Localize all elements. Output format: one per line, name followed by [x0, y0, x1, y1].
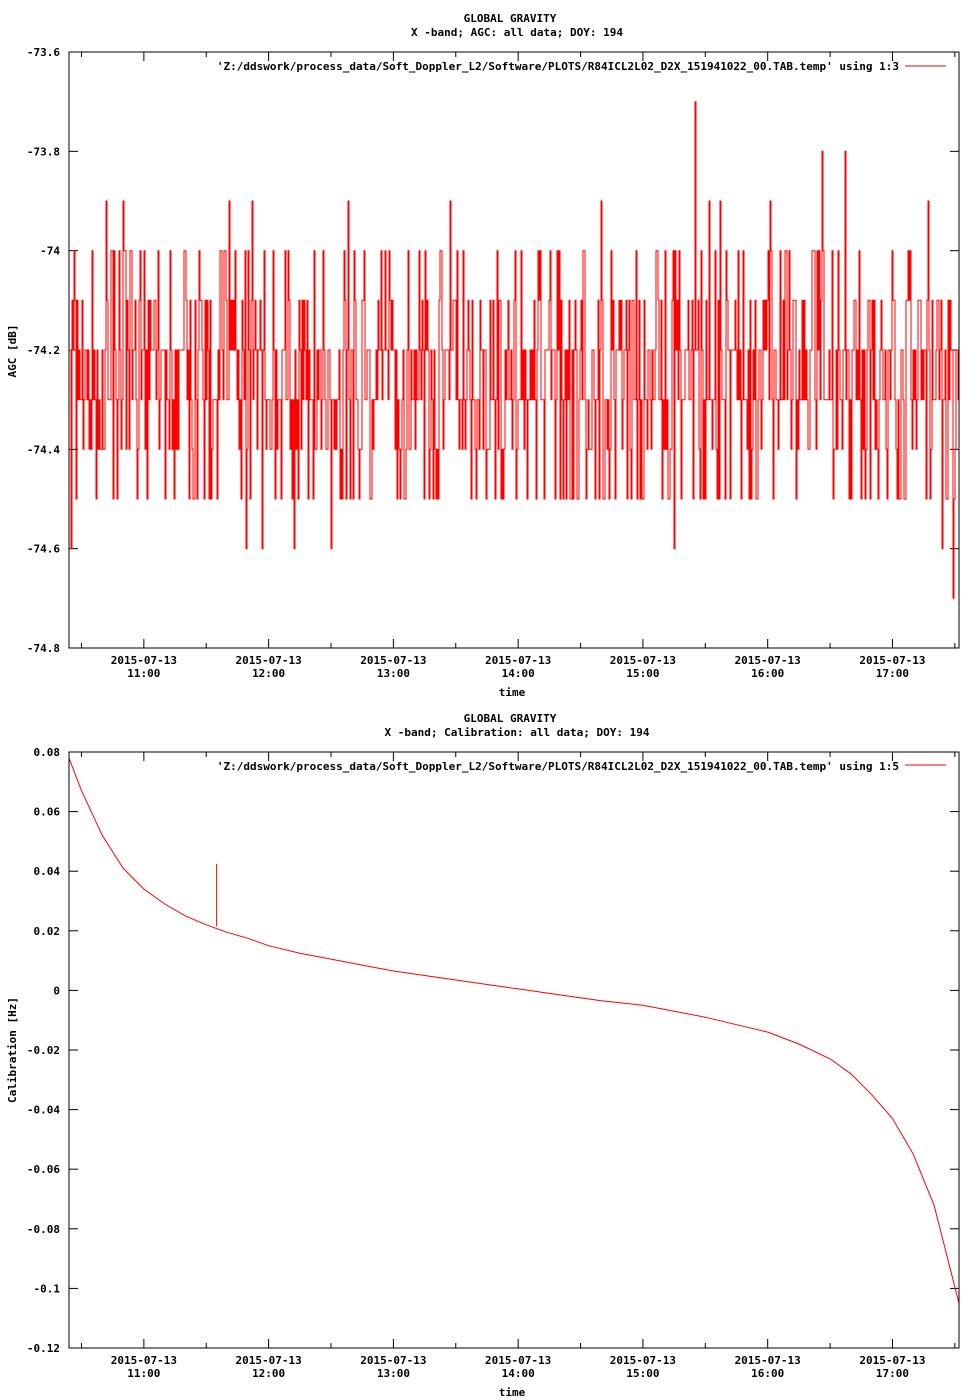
agc-line: [68, 101, 959, 599]
agc-x-tick-time-label: 12:00: [252, 667, 285, 680]
calibration-chart-title: GLOBAL GRAVITY: [464, 712, 557, 725]
calibration-x-tick-time-label: 13:00: [377, 1367, 410, 1380]
agc-y-tick-label: -73.8: [27, 145, 60, 158]
agc-x-tick-date-label: 2015-07-13: [610, 654, 676, 667]
agc-chart-subtitle: X -band; AGC: all data; DOY: 194: [411, 26, 623, 39]
agc-y-tick-label: -74: [40, 245, 60, 258]
agc-x-tick-time-label: 16:00: [751, 667, 784, 680]
agc-y-tick-label: -73.6: [27, 46, 60, 59]
calibration-x-tick-time-label: 11:00: [127, 1367, 160, 1380]
agc-legend-label: 'Z:/ddswork/process_data/Soft_Doppler_L2…: [217, 60, 899, 73]
calibration-x-tick-date-label: 2015-07-13: [360, 1354, 426, 1367]
calibration-x-tick-date-label: 2015-07-13: [236, 1354, 302, 1367]
calibration-x-tick-date-label: 2015-07-13: [111, 1354, 177, 1367]
calibration-y-tick-label: -0.12: [27, 1342, 60, 1355]
calibration-x-tick-time-label: 15:00: [626, 1367, 659, 1380]
agc-chart: GLOBAL GRAVITY X -band; AGC: all data; D…: [6, 12, 960, 699]
agc-series-line: [68, 101, 959, 599]
agc-x-tick-time-label: 14:00: [502, 667, 535, 680]
calibration-line: [68, 757, 960, 1304]
calibration-x-tick-time-label: 14:00: [502, 1367, 535, 1380]
calibration-x-tick-date-label: 2015-07-13: [735, 1354, 801, 1367]
agc-x-axis-label: time: [499, 686, 526, 699]
agc-x-tick-time-label: 17:00: [876, 667, 909, 680]
agc-x-tick-date-label: 2015-07-13: [360, 654, 426, 667]
agc-axis-ticks: -73.6 -73.8 -74 -74.2 -74.4 -74.6 -74.8 2015-07…: [27, 46, 959, 680]
calibration-chart-subtitle: X -band; Calibration: all data; DOY: 194: [385, 726, 650, 739]
agc-x-tick-time-label: 13:00: [377, 667, 410, 680]
agc-y-axis-label: AGC [dB]: [6, 325, 19, 378]
agc-y-tick-label: -74.8: [27, 642, 60, 655]
calibration-x-tick-date-label: 2015-07-13: [610, 1354, 676, 1367]
calibration-series-line: [68, 757, 960, 1304]
agc-x-tick-time-label: 11:00: [127, 667, 160, 680]
agc-y-tick-label: -74.4: [27, 443, 60, 456]
calibration-x-tick-time-label: 17:00: [876, 1367, 909, 1380]
calibration-x-tick-date-label: 2015-07-13: [485, 1354, 551, 1367]
agc-y-tick-label: -74.2: [27, 344, 60, 357]
agc-x-tick-date-label: 2015-07-13: [236, 654, 302, 667]
calibration-y-tick-label: -0.1: [34, 1282, 61, 1295]
calibration-axis-ticks: 0.08 0.06 0.04 0.02 0 -0.02 -0.04 -0.06 -0.08 -0.…: [27, 746, 959, 1380]
calibration-legend-label: 'Z:/ddswork/process_data/Soft_Doppler_L2…: [217, 760, 899, 773]
calibration-y-tick-label: -0.02: [27, 1044, 60, 1057]
agc-x-tick-date-label: 2015-07-13: [111, 654, 177, 667]
agc-x-tick-date-label: 2015-07-13: [859, 654, 925, 667]
calibration-plot-frame: [68, 751, 960, 1349]
calibration-y-tick-label: 0.06: [34, 806, 61, 819]
agc-y-tick-label: -74.6: [27, 543, 60, 556]
calibration-x-axis-label: time: [499, 1386, 526, 1399]
agc-x-tick-date-label: 2015-07-13: [485, 654, 551, 667]
calibration-x-tick-date-label: 2015-07-13: [859, 1354, 925, 1367]
agc-chart-title: GLOBAL GRAVITY: [464, 12, 557, 25]
agc-x-tick-date-label: 2015-07-13: [735, 654, 801, 667]
calibration-y-tick-label: 0.08: [34, 746, 61, 759]
calibration-y-tick-label: 0.04: [34, 865, 61, 878]
calibration-x-tick-time-label: 12:00: [252, 1367, 285, 1380]
agc-plot-frame: [68, 51, 960, 649]
agc-x-tick-time-label: 15:00: [626, 667, 659, 680]
calibration-y-tick-label: -0.04: [27, 1104, 60, 1117]
calibration-y-tick-label: -0.08: [27, 1223, 60, 1236]
calibration-x-tick-time-label: 16:00: [751, 1367, 784, 1380]
calibration-y-axis-label: Calibration [Hz]: [6, 997, 19, 1103]
calibration-y-tick-label: 0: [53, 984, 60, 997]
calibration-chart: GLOBAL GRAVITY X -band; Calibration: all…: [6, 712, 960, 1399]
calibration-y-tick-label: -0.06: [27, 1163, 60, 1176]
calibration-y-tick-label: 0.02: [34, 925, 61, 938]
